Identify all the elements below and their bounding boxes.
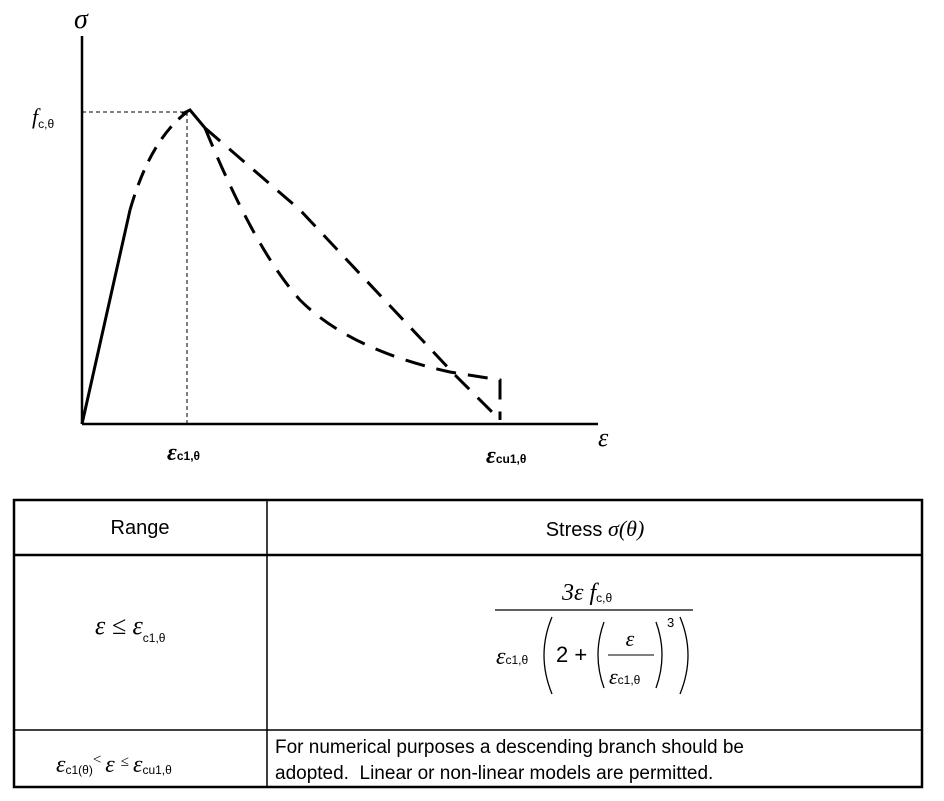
symbol: ε xyxy=(496,644,506,670)
peak-stress-label: fc,θ xyxy=(32,104,54,131)
x-axis-label: ε xyxy=(598,423,609,452)
inner-numerator: ε xyxy=(626,626,635,651)
symbol: ε xyxy=(486,443,496,469)
curve xyxy=(128,110,188,211)
descending-branch xyxy=(203,127,502,420)
text-line: For numerical purposes a descending bran… xyxy=(275,737,744,758)
descending-branch xyxy=(204,126,502,422)
subscript: cu1,θ xyxy=(142,763,172,777)
symbol: ε xyxy=(609,664,618,689)
expression: 3ε f xyxy=(561,580,599,606)
exponent: 3 xyxy=(667,615,674,630)
subscript: cu1,θ xyxy=(496,452,527,466)
symbol: ε xyxy=(105,752,115,778)
numerator: 3ε fc,θ xyxy=(561,580,612,606)
symbol: ε xyxy=(167,440,177,466)
header-symbol: σ(θ) xyxy=(608,516,644,541)
subscript: c1(θ) xyxy=(65,763,92,777)
linear-branch xyxy=(80,209,132,425)
subscript: c1,θ xyxy=(143,631,166,645)
range-cell: ε ≤ εc1,θ xyxy=(95,611,166,645)
header-cell: Stress σ(θ) xyxy=(546,516,645,541)
peak-strain-label: εc1,θ xyxy=(167,440,200,466)
subscript: c1,θ xyxy=(177,449,200,463)
peak xyxy=(181,108,207,129)
table-border xyxy=(12,498,924,789)
paren xyxy=(655,621,663,689)
symbol: ε xyxy=(56,752,66,778)
formula: 3ε fc,θ εc1,θ 2 + ε εc1,θ 3 xyxy=(495,580,693,695)
header-cell: Range xyxy=(111,517,170,539)
operator: < xyxy=(93,752,101,768)
subscript: c,θ xyxy=(38,117,54,131)
symbol: f xyxy=(32,104,41,129)
subscript: c1,θ xyxy=(618,673,641,687)
text-line: adopted. Linear or non-linear models are… xyxy=(275,763,713,784)
operator: ≤ xyxy=(121,754,129,770)
expression: ε ≤ ε xyxy=(95,611,144,640)
range-cell: εc1(θ)< ε ≤ εcu1,θ xyxy=(56,752,172,778)
table xyxy=(12,498,924,789)
ultimate-strain-label: εcu1,θ xyxy=(486,443,526,469)
subscript: c,θ xyxy=(596,591,612,605)
paren xyxy=(679,616,689,695)
diagram xyxy=(80,36,598,426)
y-axis-label: σ xyxy=(74,4,89,35)
denominator-symbol: εc1,θ xyxy=(496,644,528,670)
header-text: Stress xyxy=(546,519,603,541)
subscript: c1,θ xyxy=(505,653,528,667)
inner-denominator: εc1,θ xyxy=(609,664,641,689)
term: 2 + xyxy=(556,642,587,667)
paren xyxy=(597,621,605,689)
symbol: ε xyxy=(133,752,143,778)
paren xyxy=(543,616,553,695)
